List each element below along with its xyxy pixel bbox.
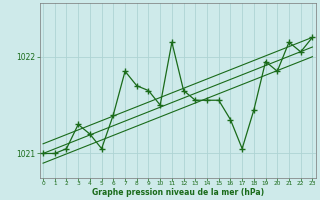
X-axis label: Graphe pression niveau de la mer (hPa): Graphe pression niveau de la mer (hPa) bbox=[92, 188, 264, 197]
